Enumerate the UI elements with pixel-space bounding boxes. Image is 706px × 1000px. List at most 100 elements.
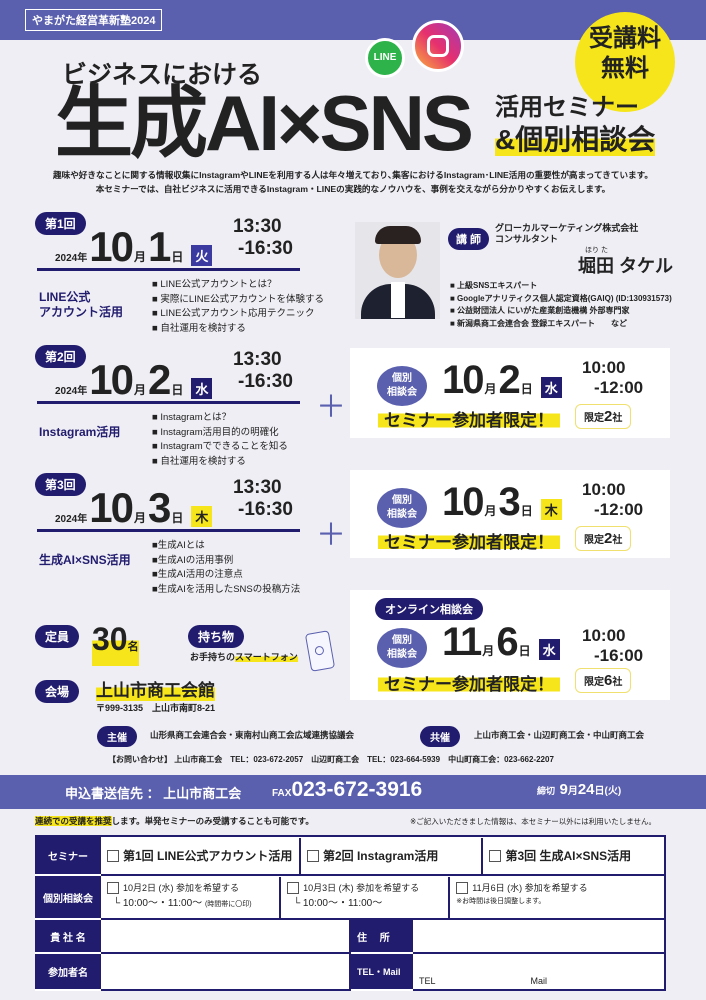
start-time: 10:00 xyxy=(582,626,626,645)
start-time: 10:00 xyxy=(582,480,626,499)
consult-option-1[interactable]: 10月2日 (水) 参加を希望する └ 10:00～・11:00～ (時間帯に〇印… xyxy=(101,876,282,918)
list-item: ■生成AIを活用したSNSの投稿方法 xyxy=(152,583,301,595)
apply-note: 連続での受講を推奨します。単発セミナーのみ受講することも可能です。 xyxy=(35,815,314,827)
cap-pre: 限定 xyxy=(584,535,604,546)
credential: ■ Googleアナリティクス個人認定資格(GAIQ) (ID:13093157… xyxy=(450,293,672,303)
option-label: 10月2日 (水) 参加を希望する xyxy=(123,882,240,893)
instagram-icon xyxy=(412,20,464,72)
start-time: 13:30 xyxy=(233,216,282,237)
checkbox[interactable] xyxy=(107,882,119,895)
company-input[interactable] xyxy=(99,918,351,954)
participant-label: 参加者名 xyxy=(35,952,101,991)
divider xyxy=(37,268,300,271)
checkbox[interactable] xyxy=(287,882,300,895)
month: 10 xyxy=(89,356,134,403)
list-item: ■ LINE公式アカウントとは？ xyxy=(152,279,277,290)
main-title: 生成AI×SNS xyxy=(55,79,474,167)
address-input[interactable] xyxy=(411,918,666,954)
topic-line: 生成AI×SNS活用 xyxy=(39,553,131,567)
day-unit: 日 xyxy=(520,504,533,518)
smartphone-icon xyxy=(304,630,336,672)
consult-box-1: 個別 相談会 10 月 2 日水 10:00 -12:00 セミナー参加者限定！ 限定2社 xyxy=(350,348,670,438)
bring-item: スマートフォン xyxy=(235,652,298,662)
free-badge: 受講料 無料 xyxy=(575,12,675,112)
lecturer-label: 講 師 xyxy=(448,228,490,250)
weekday-badge: 水 xyxy=(191,378,213,399)
option-label: 11月6日 (水) 参加を希望する xyxy=(472,882,588,893)
consult-label: 個別相談会 xyxy=(35,874,101,920)
month: 10 xyxy=(89,223,134,270)
line-icon-label: LINE xyxy=(373,52,397,63)
checkbox[interactable] xyxy=(306,849,319,862)
end-time: -12:00 xyxy=(594,500,644,519)
consult-option-2[interactable]: 10月3日 (木) 参加を希望する └ 10:00～・11:00～ xyxy=(281,876,451,918)
bring-items: お手持ちのスマートフォン xyxy=(190,650,298,663)
seminar-option-3[interactable]: 第3回 生成AI×SNS活用 xyxy=(483,838,664,874)
month: 10 xyxy=(89,484,134,531)
session-1: 第1回 2024年 10 月 1 日火 13:30 -16:30 LINE公式 アカウント活… xyxy=(35,212,335,337)
lecturer-company: グローカルマーケティング株式会社 コンサルタント xyxy=(495,223,638,245)
cap-num: 2 xyxy=(604,408,613,425)
plus-icon: ＋ xyxy=(316,519,346,552)
start-time: 13:30 xyxy=(233,349,282,370)
privacy-note: ※ご記入いただきました情報は、本セミナー以外には利用いたしません。 xyxy=(410,817,657,826)
lecturer-credentials: ■ 上級SNSエキスパート ■ Googleアナリティクス個人認定資格(GAIQ)… xyxy=(450,280,672,330)
consult-badge: 個別 相談会 xyxy=(377,488,427,528)
month-unit: 月 xyxy=(133,250,146,264)
participants-only: セミナー参加者限定！ xyxy=(378,670,560,695)
badge-line: 個別 xyxy=(392,373,412,384)
cap-unit: 社 xyxy=(612,413,623,424)
end-time: -16:00 xyxy=(594,646,644,665)
note-text: します。単発セミナーのみ受講することも可能です。 xyxy=(111,816,314,826)
apply-band xyxy=(0,775,706,809)
tel-mail-input[interactable]: TEL Mail xyxy=(411,952,666,991)
weekday-badge: 水 xyxy=(538,639,560,660)
day-unit: 日 xyxy=(520,382,533,396)
badge-line: 相談会 xyxy=(387,387,417,398)
participant-input[interactable] xyxy=(99,952,351,991)
session-topic: 生成AI×SNS活用 xyxy=(39,553,131,568)
badge-line: 個別 xyxy=(392,635,412,646)
venue-label: 会場 xyxy=(35,680,80,703)
cohost: 上山市商工会・山辺町商工会・中山町商工会 xyxy=(474,730,645,740)
capacity-unit: 名 xyxy=(127,641,139,653)
list-item: ■ Instagram活用目的の明確化 xyxy=(152,426,279,438)
bring-label: 持ち物 xyxy=(188,625,245,648)
consult-option-3[interactable]: 11月6日 (水) 参加を希望する ※お時間は後日調整します。 xyxy=(450,877,664,918)
host-label: 主催 xyxy=(97,726,137,747)
seminar-option-1[interactable]: 第1回 LINE公式アカウント活用 xyxy=(101,837,301,874)
cohost-label: 共催 xyxy=(420,726,460,747)
host: 山形県商工会連合会・東南村山商工会広域連携協議会 xyxy=(150,730,355,740)
venue-address: 〒999-3135 上山市南町8-21 xyxy=(96,703,216,713)
consult-box-2: 個別 相談会 10 月 3 日木 10:00 -12:00 セミナー参加者限定！ 限定2社 xyxy=(350,470,670,558)
session-items: ■ Instagramとは？ ■ Instagram活用目的の明確化 ■ Insta… xyxy=(152,411,288,469)
credential: ■ 上級SNSエキスパート xyxy=(450,281,538,290)
note-highlight: 連続での受講を推奨 xyxy=(35,816,112,826)
list-item: ■ 自社運用を検討する xyxy=(152,322,246,334)
company-label: 貴 社 名 xyxy=(35,918,101,954)
deadline: 締切 9月24日(火) xyxy=(537,781,621,799)
credential: ■ 新潟県商工会連合会 登録エキスパート など xyxy=(450,318,628,328)
month-unit: 月 xyxy=(484,382,497,396)
start-time: 10:00 xyxy=(582,358,626,377)
weekday-badge: 木 xyxy=(191,506,213,527)
year: 2024年 xyxy=(55,386,88,397)
checkbox[interactable] xyxy=(489,849,502,862)
topic-line: アカウント活用 xyxy=(39,305,124,319)
seminar-option-2[interactable]: 第2回 Instagram活用 xyxy=(301,837,484,874)
company: グローカルマーケティング株式会社 xyxy=(495,223,639,233)
time-slots: └ 10:00～・11:00～ xyxy=(293,898,383,910)
line-icon: LINE xyxy=(365,38,405,78)
month-unit: 月 xyxy=(484,504,497,518)
month: 11 xyxy=(442,620,482,664)
year: 2024年 xyxy=(55,253,88,264)
session-items: ■生成AIとは ■生成AIの活用事例 ■生成AI活用の注意点 ■生成AIを活用したSN… xyxy=(152,539,300,597)
list-item: ■生成AIの活用事例 xyxy=(152,554,234,566)
intro-line: 本セミナーでは、自社ビジネスに活用できるInstagram・LINEの実践的なノ… xyxy=(95,184,611,194)
checkbox[interactable] xyxy=(456,882,469,895)
subtitle-seminar-text: 活用セミナー xyxy=(495,94,639,121)
consult-badge: 個別 相談会 xyxy=(377,366,427,406)
start-time: 13:30 xyxy=(233,477,282,498)
time-slots: └ 10:00～・11:00～ xyxy=(113,898,203,910)
checkbox[interactable] xyxy=(107,849,119,862)
